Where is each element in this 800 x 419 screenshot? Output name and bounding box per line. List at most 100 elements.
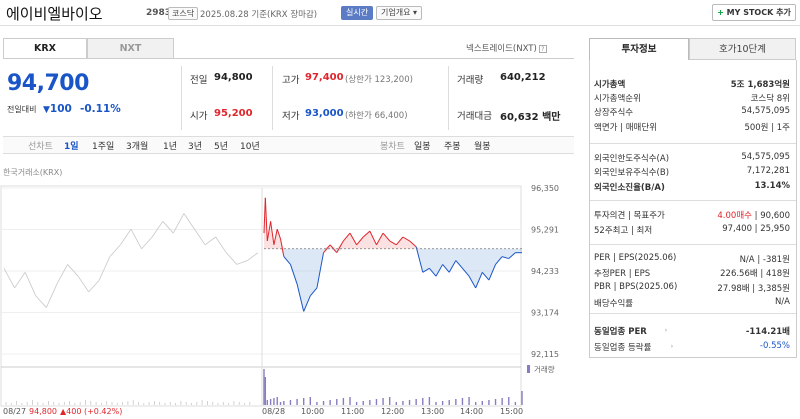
divider bbox=[272, 66, 273, 130]
price-line-segment bbox=[488, 264, 496, 281]
y-tick-label: 96,350 bbox=[531, 184, 559, 193]
info-row: 상장주식수 54,575,095 bbox=[594, 106, 790, 119]
sidebar-panel bbox=[589, 60, 797, 358]
info-value: -114.21배 bbox=[745, 327, 790, 337]
info-row: 외국인보유주식수(B) 7,172,281 bbox=[594, 166, 790, 179]
prev-day-change: ▲400 (+0.42%) bbox=[60, 407, 122, 416]
info-value: 27.98배 | 3,385원 bbox=[717, 284, 790, 294]
period-10y[interactable]: 10년 bbox=[240, 142, 260, 152]
target-price-value: 90,600 bbox=[760, 211, 790, 221]
prev-period-segment bbox=[98, 256, 111, 281]
my-stock-add-button[interactable]: + MY STOCK 추가 bbox=[712, 4, 796, 21]
info-label: 배당수익률 bbox=[594, 299, 634, 309]
info-row: 투자의견 | 목표주가 4.00매수 | 90,600 bbox=[594, 209, 790, 222]
sidebar-divider bbox=[590, 200, 796, 201]
info-value: N/A bbox=[774, 297, 790, 307]
area-down-fill bbox=[264, 248, 522, 312]
period-3y[interactable]: 3년 bbox=[188, 142, 203, 152]
y-tick-label: 93,174 bbox=[531, 308, 559, 317]
info-value: 코스닥 8위 bbox=[750, 94, 790, 104]
chart-control-bar bbox=[3, 136, 574, 154]
price-line-segment bbox=[356, 236, 364, 246]
chevron-right-icon[interactable]: › bbox=[664, 327, 668, 334]
market-badge: 코스닥 bbox=[168, 7, 199, 20]
price-line-segment bbox=[422, 267, 430, 273]
info-value: 97,400 | 25,950 bbox=[722, 224, 790, 234]
x-tick-label: 08/28 bbox=[262, 407, 285, 416]
price-line-segment bbox=[336, 240, 344, 253]
price-line-segment bbox=[289, 264, 298, 285]
info-value: 54,575,095 bbox=[741, 106, 790, 116]
info-label: 외국인소진율(B/A) bbox=[594, 183, 665, 193]
down-triangle-icon: ▼ bbox=[43, 105, 50, 115]
price-line-segment bbox=[362, 230, 371, 238]
price-line-segment bbox=[264, 197, 268, 241]
sidebar-divider bbox=[590, 313, 796, 314]
company-info-dropdown[interactable]: 기업개요 ▾ bbox=[376, 6, 423, 20]
info-value: 500원 | 1주 bbox=[744, 123, 790, 133]
info-label: 동일업종 등락률 bbox=[594, 343, 652, 353]
low-label: 저가 bbox=[282, 111, 300, 122]
period-3m[interactable]: 3개월 bbox=[126, 142, 149, 152]
prev-period-segment bbox=[247, 252, 259, 261]
volume-label: 거래량 bbox=[534, 365, 555, 374]
price-line-segment bbox=[435, 264, 444, 277]
line-chart-label: 선차트 bbox=[28, 142, 53, 152]
tab-order-book[interactable]: 호가10단계 bbox=[689, 38, 796, 60]
chevron-right-icon[interactable]: › bbox=[670, 343, 674, 350]
help-icon[interactable]: ? bbox=[538, 44, 547, 53]
prev-period-segment bbox=[88, 279, 100, 293]
price-line-segment bbox=[283, 256, 291, 265]
info-label: 액면가 | 매매단위 bbox=[594, 123, 658, 133]
info-row: 외국인소진율(B/A) 13.14% bbox=[594, 181, 790, 194]
info-label: 추정PER | EPS bbox=[594, 269, 651, 279]
candle-chart-label: 봉차트 bbox=[380, 142, 405, 152]
info-row: 외국인한도주식수(A) 54,575,095 bbox=[594, 152, 790, 165]
prev-period-segment bbox=[194, 228, 206, 246]
period-1d[interactable]: 1일 bbox=[64, 142, 79, 152]
price-line-segment bbox=[349, 232, 358, 246]
prev-period-segment bbox=[225, 252, 238, 265]
price-chart[interactable]: 96,350 95,291 94,233 93,174 92,115 08/28 10:0… bbox=[0, 178, 575, 419]
prev-period-segment bbox=[56, 264, 68, 285]
prev-period-segment bbox=[14, 272, 26, 289]
price-line-segment bbox=[475, 272, 483, 289]
price-line-segment bbox=[502, 256, 509, 260]
price-line-segment bbox=[382, 232, 391, 242]
candle-daily[interactable]: 일봉 bbox=[414, 142, 431, 152]
prev-period-segment bbox=[162, 221, 174, 234]
prev-close-label: 전일 bbox=[190, 75, 208, 86]
x-tick-label: 12:00 bbox=[381, 407, 404, 416]
prev-period-segment bbox=[236, 260, 248, 265]
prev-period-segment bbox=[183, 213, 195, 230]
period-1w[interactable]: 1주일 bbox=[92, 142, 115, 152]
current-price: 94,700 bbox=[7, 71, 89, 96]
chart-source: 한국거래소(KRX) bbox=[3, 168, 63, 177]
info-row: PBR | BPS(2025.06) 27.98배 | 3,385원 bbox=[594, 282, 790, 295]
high-label: 고가 bbox=[282, 75, 300, 86]
low-value: 93,000 bbox=[305, 108, 344, 119]
prev-period-segment bbox=[35, 295, 47, 308]
info-label: 시가총액 bbox=[594, 80, 626, 90]
period-5y[interactable]: 5년 bbox=[214, 142, 229, 152]
info-label: 동일업종 PER bbox=[594, 327, 647, 337]
tab-krx[interactable]: KRX bbox=[3, 38, 87, 59]
tab-nxt[interactable]: NXT bbox=[87, 38, 174, 59]
prev-close-value: 94,800 bbox=[214, 72, 253, 83]
price-line-segment bbox=[395, 236, 404, 246]
amount-label: 거래대금 bbox=[457, 111, 492, 122]
candle-weekly[interactable]: 주봉 bbox=[444, 142, 461, 152]
volume-value: 640,212 bbox=[500, 72, 546, 83]
price-line-segment bbox=[389, 240, 397, 246]
x-tick-label: 14:00 bbox=[460, 407, 483, 416]
tab-investment-info[interactable]: 투자정보 bbox=[589, 38, 689, 60]
nxt-link[interactable]: 넥스트레이드(NXT)? bbox=[466, 42, 547, 54]
candle-monthly[interactable]: 월봉 bbox=[474, 142, 491, 152]
divider bbox=[448, 66, 449, 130]
x-tick-label: 13:00 bbox=[421, 407, 444, 416]
realtime-button[interactable]: 실시간 bbox=[341, 6, 374, 20]
info-row: 배당수익률 N/A bbox=[594, 297, 790, 310]
period-1y[interactable]: 1년 bbox=[163, 142, 178, 152]
prev-day-close: 94,800 bbox=[29, 407, 57, 416]
price-line-segment bbox=[276, 228, 282, 240]
